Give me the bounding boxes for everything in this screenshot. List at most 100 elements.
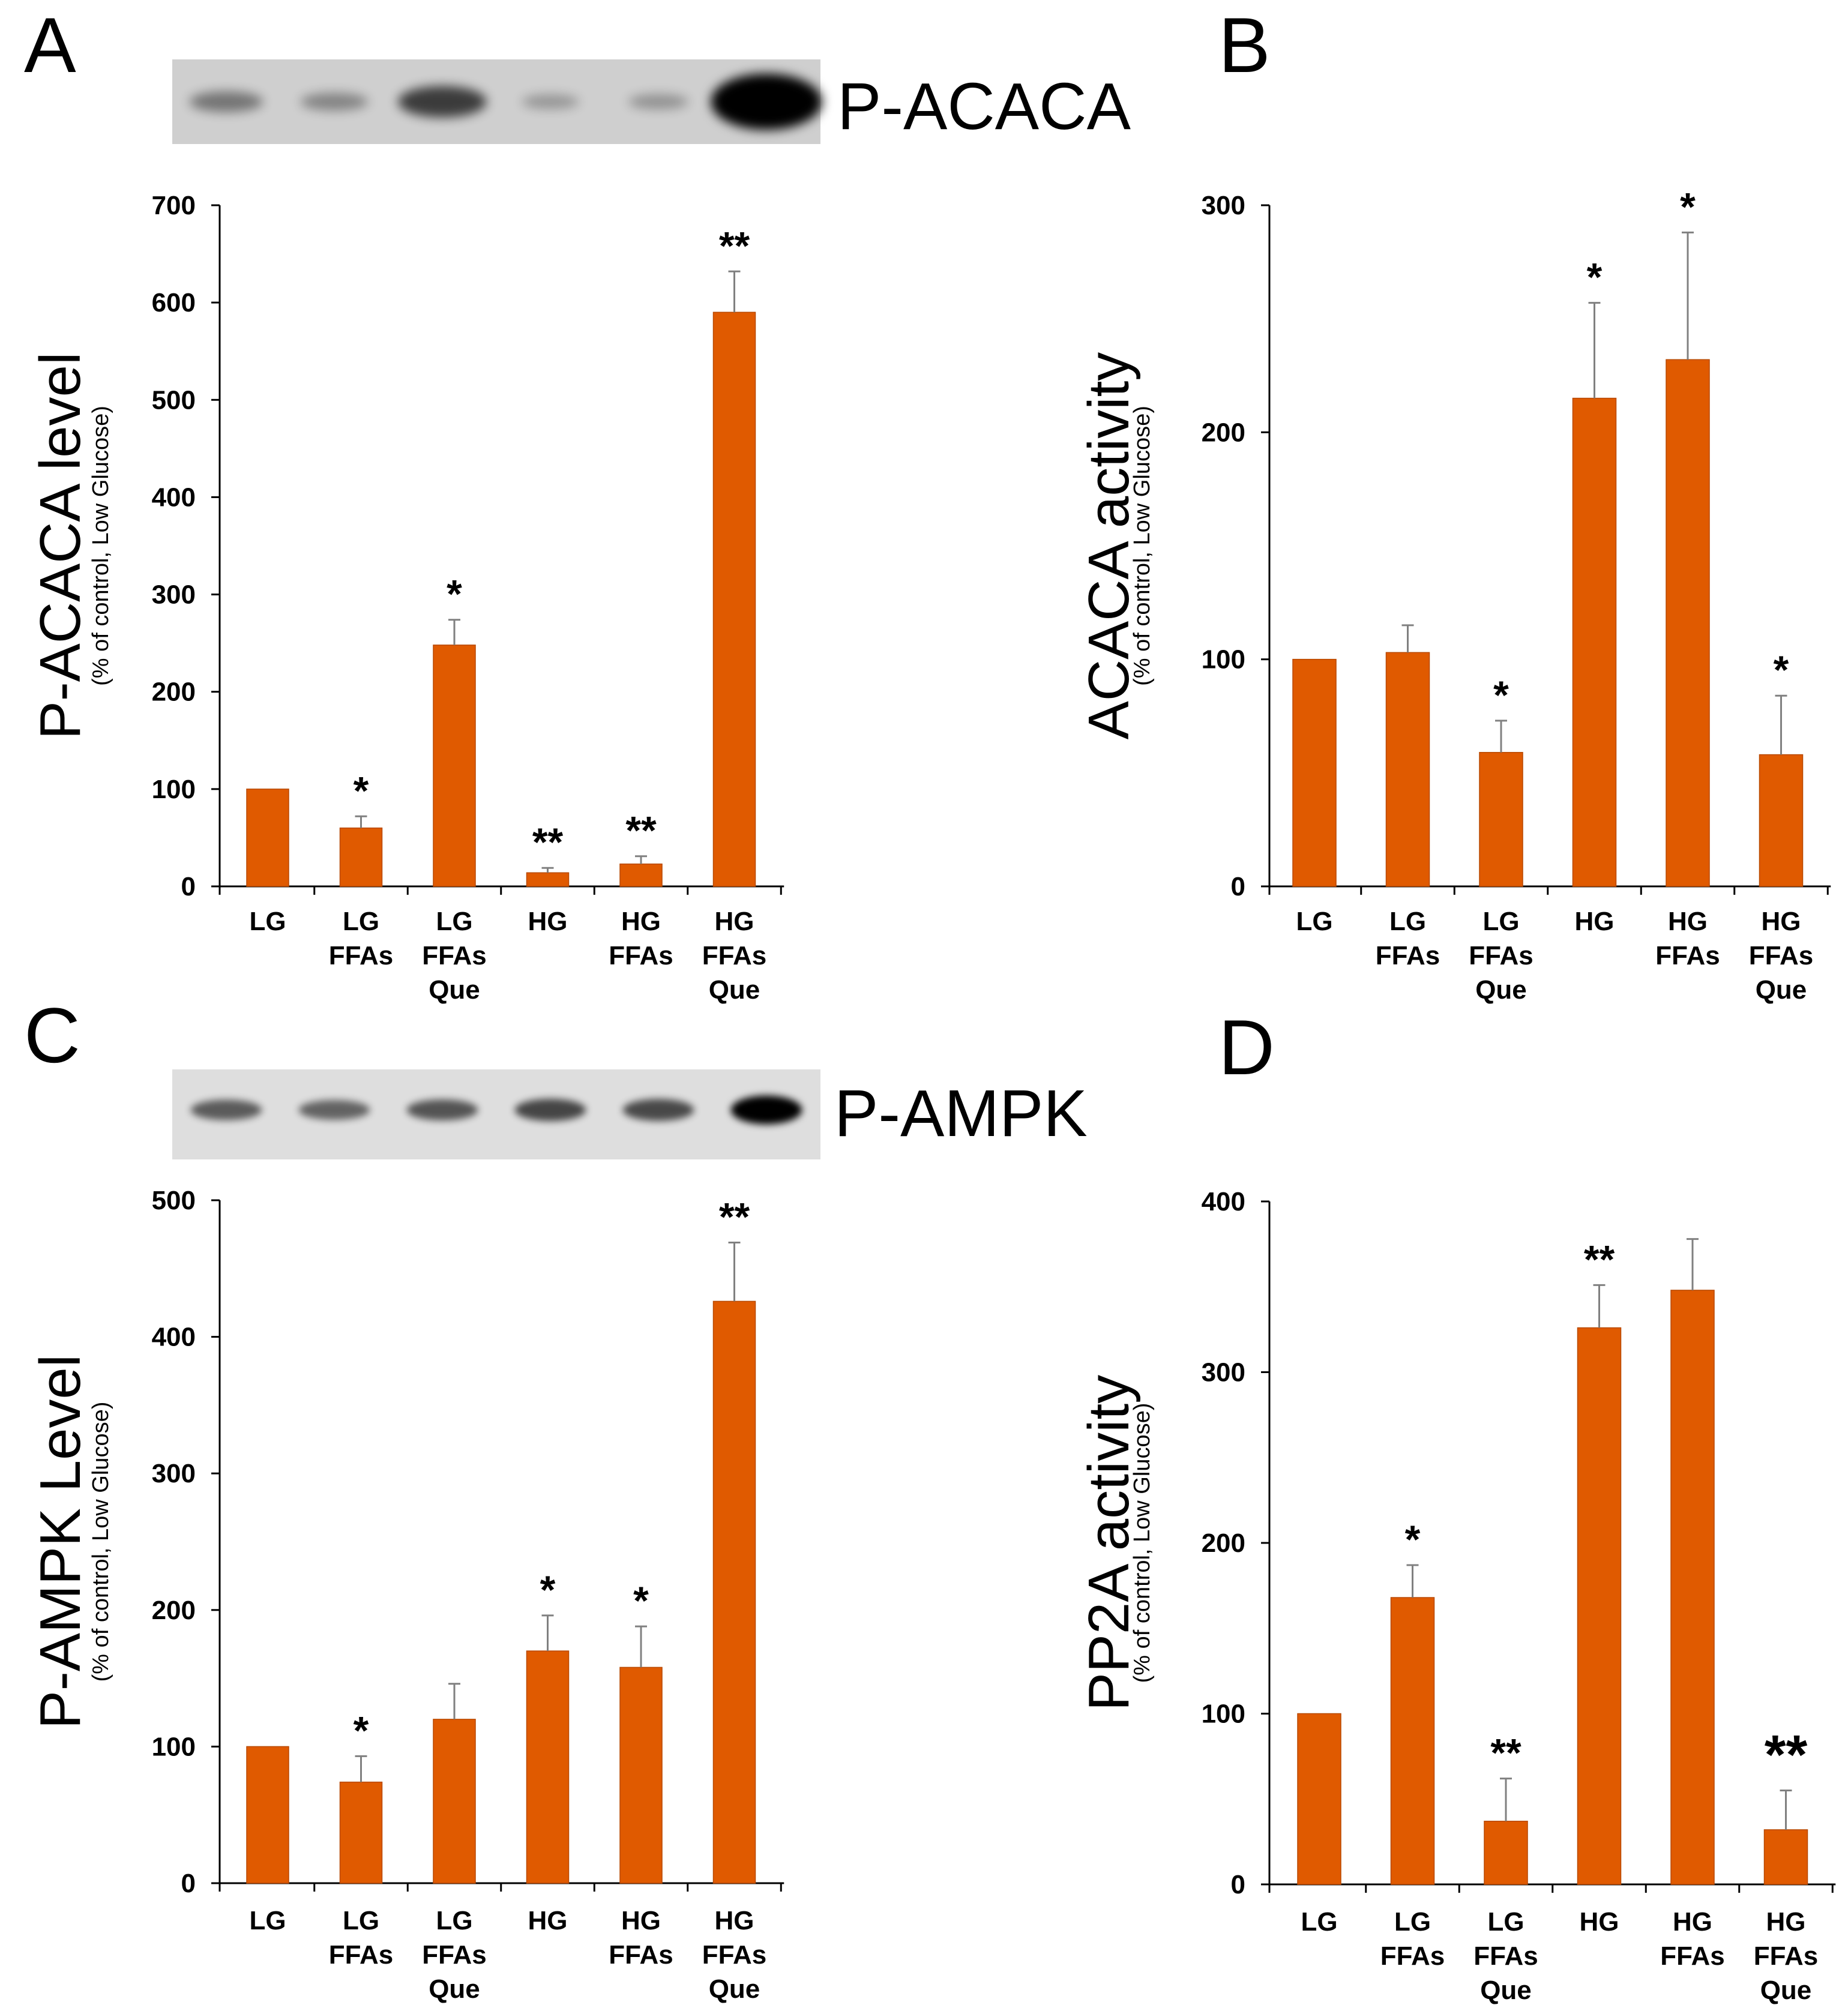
- x-tick-label: LG FFAs Que: [422, 1906, 487, 2004]
- x-tick-label: LG FFAs: [329, 907, 394, 970]
- y-axis-subtitle: (% of control, Low Glucose): [88, 1402, 113, 1682]
- blot-band: [622, 1099, 694, 1121]
- y-axis-title: P-ACACA level: [28, 352, 92, 740]
- x-tick-label: HG FFAs Que: [1754, 1907, 1819, 2005]
- significance-marker: *: [1405, 1517, 1421, 1562]
- blot-band: [190, 1099, 262, 1120]
- significance-marker: *: [540, 1568, 556, 1612]
- significance-marker: *: [1774, 648, 1789, 692]
- significance-marker: **: [532, 820, 564, 864]
- significance-marker: *: [447, 572, 462, 616]
- western-blot-image: [172, 59, 822, 144]
- bar: [1666, 359, 1710, 887]
- blot-band: [398, 86, 487, 118]
- significance-marker: **: [1584, 1237, 1615, 1281]
- panel-d: D 0 100 200 300 400 LG LG FFAs LG FFAs Que HG HG FFAs H…: [1077, 1003, 1836, 2005]
- blot-background: [172, 1069, 820, 1159]
- bar: [433, 1719, 476, 1884]
- panel-letter: A: [24, 1, 76, 89]
- bar: [1390, 1597, 1435, 1885]
- y-axis: 0 100 200 300 400: [1202, 1187, 1271, 1899]
- blot-band: [298, 1099, 370, 1120]
- y-tick-label: 200: [1202, 418, 1245, 447]
- y-axis-subtitle: (% of control, Low Glucose): [1130, 1403, 1155, 1683]
- x-tick-label: LG FFAs Que: [1469, 907, 1533, 1005]
- x-axis: LG LG FFAs LG FFAs Que HG HG FFAs HG FFAs Que: [218, 1882, 784, 2004]
- y-tick-label: 400: [152, 1323, 196, 1352]
- bar: [246, 1746, 289, 1884]
- y-tick-label: 0: [1231, 1870, 1245, 1899]
- y-tick-label: 100: [1202, 645, 1245, 675]
- blot-band: [189, 91, 263, 112]
- x-tick-label: HG FFAs: [1655, 907, 1720, 970]
- x-axis: LG LG FFAs LG FFAs Que HG HG FFAs HG FFAs Que: [1268, 885, 1831, 1005]
- y-tick-label: 500: [152, 1186, 196, 1215]
- panel-c: C P-AMPK 0 100 200 300 400 500 LG LG FFAs LG FFAs Que…: [24, 991, 1088, 2004]
- bar-series: **** ****: [246, 223, 756, 887]
- blot-band: [730, 1095, 802, 1125]
- y-tick-label: 200: [1202, 1529, 1245, 1558]
- bar: [1292, 658, 1337, 887]
- x-tick-label: HG FFAs Que: [702, 907, 767, 1005]
- bar-series: *******: [1297, 1237, 1808, 1885]
- y-axis: 0 100 200 300: [1202, 191, 1271, 901]
- panel-b: B 0 100 200 300 LG LG FFAs LG FFAs Que HG HG FFAs HG FF…: [1077, 1, 1831, 1005]
- blot-label: P-ACACA: [837, 70, 1131, 143]
- x-axis: LG LG FFAs LG FFAs Que HG HG FFAs HG FFAs Que: [218, 885, 784, 1005]
- x-tick-label: HG FFAs Que: [1749, 907, 1814, 1005]
- x-tick-label: HG FFAs Que: [702, 1906, 767, 2004]
- panel-letter: C: [24, 991, 80, 1079]
- y-axis-subtitle: (% of control, Low Glucose): [88, 406, 113, 686]
- bar: [339, 1781, 383, 1884]
- bar-series: ** ***: [246, 1195, 756, 1884]
- bar: [246, 789, 289, 887]
- x-tick-label: LG: [249, 1906, 286, 1935]
- x-tick-label: HG: [1575, 907, 1615, 936]
- bar: [1759, 754, 1804, 887]
- x-tick-label: LG FFAs: [329, 1906, 394, 1970]
- x-tick-label: LG FFAs: [1376, 907, 1440, 970]
- y-tick-label: 100: [152, 775, 196, 804]
- y-axis-title: P-AMPK Level: [28, 1354, 92, 1729]
- x-tick-label: LG: [1301, 1907, 1337, 1937]
- bar: [712, 1300, 756, 1884]
- bar: [526, 872, 570, 887]
- x-tick-label: HG FFAs: [609, 1906, 673, 1970]
- blot-band: [628, 94, 689, 110]
- significance-marker: *: [1587, 255, 1603, 299]
- x-tick-label: LG FFAs: [1380, 1907, 1445, 1971]
- panel-letter: D: [1218, 1003, 1275, 1091]
- x-tick-label: LG: [249, 907, 286, 936]
- panel-letter: B: [1218, 1, 1271, 89]
- bar: [526, 1650, 570, 1884]
- y-tick-label: 700: [152, 191, 196, 220]
- x-tick-label: HG: [528, 907, 568, 936]
- y-tick-label: 600: [152, 288, 196, 317]
- y-axis-title: PP2A activity: [1077, 1375, 1141, 1711]
- blot-band: [514, 1098, 586, 1122]
- y-tick-label: 100: [1202, 1700, 1245, 1729]
- x-tick-label: LG: [1296, 907, 1332, 936]
- western-blot-image: [172, 1069, 820, 1159]
- bar: [433, 645, 476, 887]
- y-tick-label: 500: [152, 385, 196, 415]
- y-tick-label: 300: [152, 580, 196, 610]
- x-tick-label: LG FFAs Que: [422, 907, 487, 1005]
- blot-label: P-AMPK: [834, 1077, 1088, 1150]
- y-axis: 0 100 200 300 400 500: [152, 1186, 221, 1898]
- bar: [619, 1667, 663, 1884]
- significance-marker: **: [719, 1195, 750, 1239]
- x-tick-label: HG FFAs: [1660, 1907, 1725, 1971]
- y-tick-label: 200: [152, 1596, 196, 1625]
- x-tick-label: HG: [528, 1906, 568, 1935]
- bar: [1479, 752, 1523, 887]
- bar: [339, 827, 383, 887]
- significance-marker: **: [1490, 1731, 1521, 1775]
- bar: [1385, 652, 1430, 887]
- significance-marker: *: [1493, 673, 1509, 717]
- x-axis: LG LG FFAs LG FFAs Que HG HG FFAs HG FFAs Que: [1268, 1883, 1836, 2005]
- y-tick-label: 300: [1202, 191, 1245, 220]
